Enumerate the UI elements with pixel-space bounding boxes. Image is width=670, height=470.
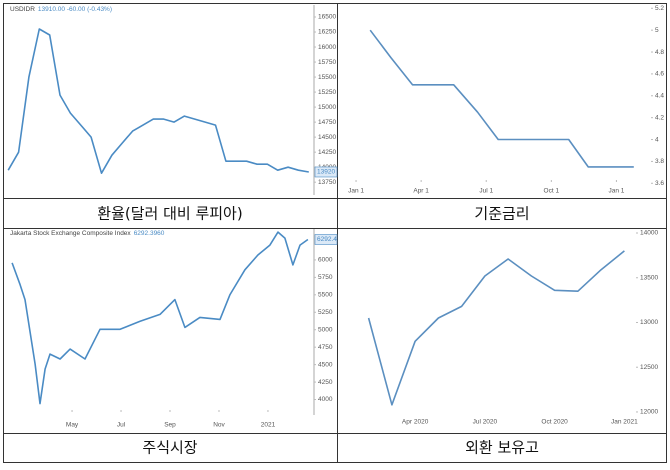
x-tick-label: Nov [213,422,225,429]
title-detail: 13910.00 -60.00 (-0.43%) [38,6,112,13]
last-value-label: 6292.4 [317,236,337,243]
x-tick-label: 2021 [261,422,276,429]
caption: 환율(달러 대비 루피아) [97,205,242,223]
x-tick-label: Apr 2020 [402,419,429,426]
table-lines [3,3,667,463]
title-detail: 6292.3960 [134,230,165,237]
x-tick-label: Oct 1 [544,188,560,195]
series-line [7,28,309,174]
x-tick-label: Jan 1 [608,188,624,195]
y-tick-label: 14000 [640,230,658,237]
y-tick-label: 4250 [318,379,333,386]
right-column: 5.2 5 4.8 4.6 4.4 4.2 4 3.8 3.6 Jan 1 Apr 1 Jul 1 Oc… [348,5,664,426]
x-tick-label: Apr 1 [413,188,429,195]
x-tick-label: Jan 2021 [611,419,638,426]
y-tick-label: 5500 [318,292,333,299]
y-tick-label: 14250 [318,149,336,156]
y-tick-label: 15750 [318,59,336,66]
y-tick-label: 13000 [640,319,658,326]
y-tick-label: 16250 [318,29,336,36]
series-line [367,250,625,406]
series-line [369,29,634,168]
y-tick-label: 13500 [640,274,658,281]
y-tick-label: 16500 [318,14,336,21]
y-tick-label: 5250 [318,309,333,316]
chart-title: USDIDR 13910.00 -60.00 (-0.43%) [10,6,112,13]
y-tick-label: 4.4 [655,93,664,100]
y-tick-label: 5 [655,27,659,34]
y-tick-label: 12500 [640,364,658,371]
y-tick-label: 6000 [318,257,333,264]
x-tick-label: Jan 1 [348,188,364,195]
y-tick-label: 4.2 [655,114,664,121]
y-tick-label: 4000 [318,396,333,403]
y-tick-label: 5000 [318,326,333,333]
x-tick-label: Jul 1 [479,188,493,195]
last-value-box [314,166,338,178]
title-name: Jakarta Stock Exchange Composite Index [10,230,131,237]
y-tick-label: 15000 [318,104,336,111]
y-tick-label: 3.8 [655,158,664,165]
caption: 기준금리 [474,205,529,223]
y-tick-label: 4500 [318,361,333,368]
last-value-label: 13920 [317,169,335,176]
y-tick-label: 5750 [318,274,333,281]
chart-title: Jakarta Stock Exchange Composite Index 62… [10,230,165,237]
series-line [11,231,309,405]
x-tick-label: Jul 2020 [473,419,498,426]
y-tick-label: 4750 [318,344,333,351]
x-tick-label: Jul [117,422,126,429]
last-value-box [314,234,338,245]
title-name: USDIDR [10,6,35,13]
caption: 외환 보유고 [465,439,539,457]
y-tick-label: 12000 [640,409,658,416]
y-tick-label: 15250 [318,89,336,96]
y-tick-label: 3.6 [655,180,664,187]
x-tick-label: Oct 2020 [541,419,568,426]
y-tick-label: 4 [655,136,659,143]
y-tick-label: 5.2 [655,5,664,12]
y-tick-label: 14750 [318,119,336,126]
x-tick-label: May [66,422,79,429]
y-tick-label: 15500 [318,74,336,81]
y-tick-label: 13750 [318,179,336,186]
x-tick-label: Sep [164,422,176,429]
y-tick-label: 14500 [318,134,336,141]
y-tick-label: 4.8 [655,49,664,56]
caption: 주식시장 [142,439,197,457]
y-tick-label: 16000 [318,44,336,51]
y-tick-label: 4.6 [655,71,664,78]
